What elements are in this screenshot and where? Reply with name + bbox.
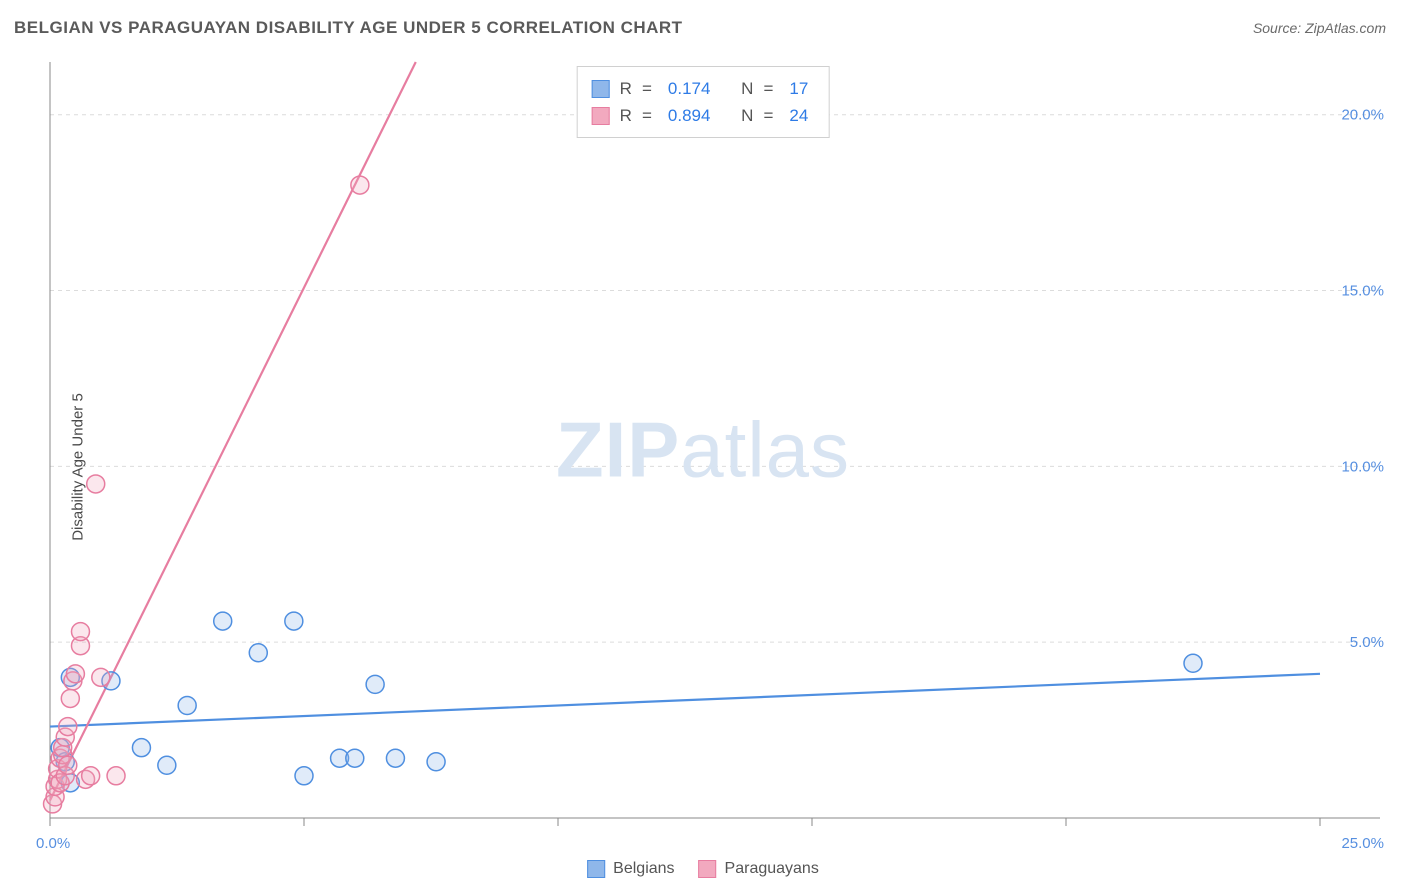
stats-legend: R = 0.174 N = 17 R = 0.894 N = 24 xyxy=(577,66,830,138)
eq: = xyxy=(642,75,652,102)
source-prefix: Source: xyxy=(1253,20,1305,36)
r-value-1: 0.894 xyxy=(668,102,711,129)
svg-text:15.0%: 15.0% xyxy=(1341,283,1384,300)
r-label: R xyxy=(620,75,632,102)
chart-title: BELGIAN VS PARAGUAYAN DISABILITY AGE UND… xyxy=(14,18,683,38)
n-label: N xyxy=(741,102,753,129)
series-item-belgians: Belgians xyxy=(587,860,674,878)
y-axis-label: Disability Age Under 5 xyxy=(69,393,86,541)
series-label-1: Paraguayans xyxy=(725,860,819,878)
series-legend: Belgians Paraguayans xyxy=(587,860,819,878)
r-value-0: 0.174 xyxy=(668,75,711,102)
eq: = xyxy=(763,75,773,102)
chart-container: Disability Age Under 5 ZIPatlas 5.0%10.0… xyxy=(14,52,1392,882)
swatch-belgians xyxy=(592,80,610,98)
source-credit: Source: ZipAtlas.com xyxy=(1253,20,1386,36)
source-name: ZipAtlas.com xyxy=(1305,20,1386,36)
swatch-paraguayans-icon xyxy=(699,860,717,878)
r-label: R xyxy=(620,102,632,129)
eq: = xyxy=(642,102,652,129)
svg-text:20.0%: 20.0% xyxy=(1341,107,1384,124)
n-label: N xyxy=(741,75,753,102)
series-label-0: Belgians xyxy=(613,860,674,878)
swatch-belgians-icon xyxy=(587,860,605,878)
eq: = xyxy=(763,102,773,129)
svg-text:0.0%: 0.0% xyxy=(36,835,70,852)
n-value-0: 17 xyxy=(789,75,808,102)
stats-row-0: R = 0.174 N = 17 xyxy=(592,75,815,102)
scatter-chart: 5.0% 10.0% 15.0% 20.0% 25.0% 0.0% xyxy=(14,52,1392,882)
stats-row-1: R = 0.894 N = 24 xyxy=(592,102,815,129)
series-item-paraguayans: Paraguayans xyxy=(699,860,819,878)
svg-text:25.0%: 25.0% xyxy=(1341,835,1384,852)
n-value-1: 24 xyxy=(789,102,808,129)
swatch-paraguayans xyxy=(592,107,610,125)
chart-header: BELGIAN VS PARAGUAYAN DISABILITY AGE UND… xyxy=(0,0,1406,48)
svg-text:5.0%: 5.0% xyxy=(1350,634,1384,651)
svg-text:10.0%: 10.0% xyxy=(1341,458,1384,475)
